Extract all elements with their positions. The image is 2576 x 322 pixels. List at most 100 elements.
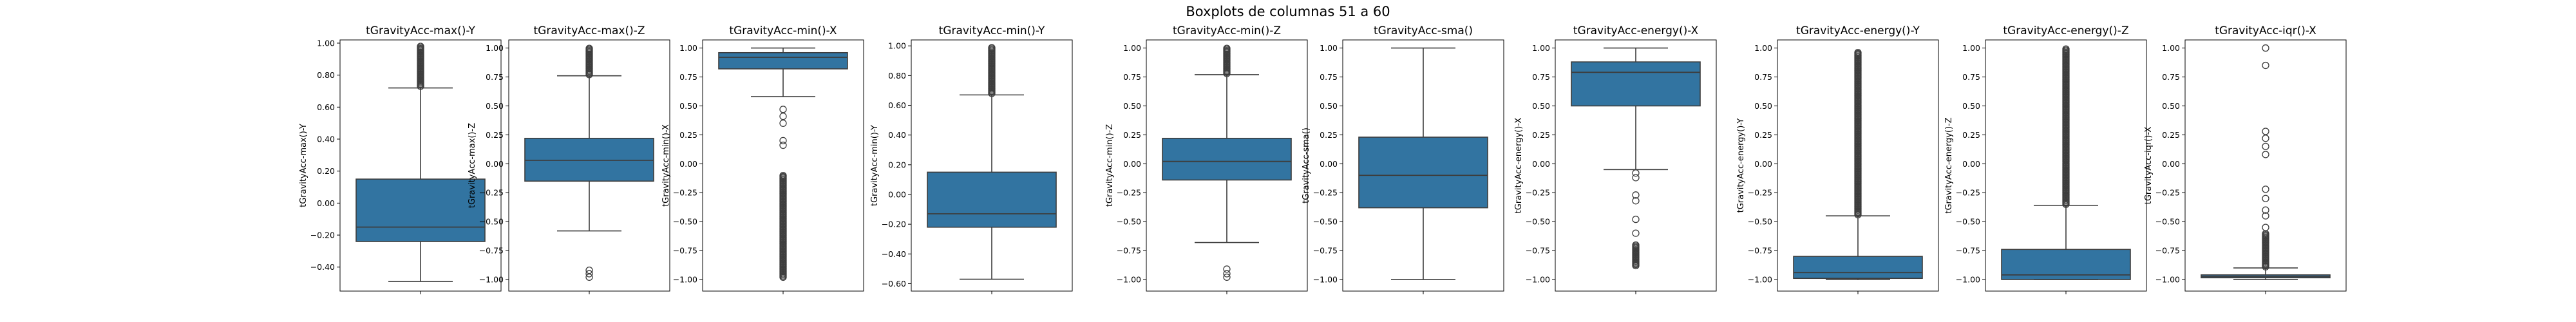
y-tick-label: 0.00 bbox=[1532, 159, 1550, 169]
outliers bbox=[585, 44, 593, 281]
outlier-point bbox=[2262, 194, 2269, 202]
outlier-point bbox=[1223, 273, 1231, 281]
y-tick-label: 0.00 bbox=[1962, 159, 1980, 169]
y-tick-label: 0.25 bbox=[2162, 130, 2180, 140]
figure-title: Boxplots de columnas 51 a 60 bbox=[1186, 4, 1390, 19]
outlier-point bbox=[1632, 191, 1640, 199]
outlier-point bbox=[779, 119, 787, 128]
outlier-point bbox=[417, 43, 424, 50]
y-tick-label: −0.25 bbox=[1117, 188, 1141, 198]
interquartile-box bbox=[1358, 137, 1488, 209]
y-tick-label: −1.00 bbox=[1956, 275, 1980, 285]
outlier-point bbox=[585, 44, 593, 52]
y-axis-label: tGravityAcc-min()-Y bbox=[870, 125, 880, 206]
y-axis-label: tGravityAcc-energy()-Z bbox=[1944, 117, 1954, 213]
y-tick-label: −1.00 bbox=[1526, 275, 1550, 285]
panel-title: tGravityAcc-max()-Y bbox=[366, 24, 475, 37]
y-tick-label: −0.25 bbox=[1526, 188, 1550, 198]
outliers bbox=[779, 106, 787, 281]
y-tick-label: −0.25 bbox=[1748, 188, 1772, 198]
boxplot-panel-5: tGravityAcc-min()-Z −1.00 −0.75 −0.50 −0.25 0… bbox=[1105, 24, 1308, 294]
y-tick-label: 0.50 bbox=[2162, 101, 2180, 111]
outlier-point bbox=[2262, 61, 2269, 70]
y-tick-label: 0.25 bbox=[1962, 130, 1980, 140]
boxplot-panel-9: tGravityAcc-energy()-Z −1.00 −0.75 −0.50 −0.… bbox=[1944, 24, 2147, 294]
y-tick-label: 0.60 bbox=[317, 102, 335, 112]
outlier-point bbox=[2262, 44, 2269, 52]
y-tick-label: 1.00 bbox=[1754, 43, 1772, 53]
y-tick-label: 1.00 bbox=[888, 41, 906, 51]
y-tick-label: 0.40 bbox=[888, 130, 906, 140]
boxplot-panel-8: tGravityAcc-energy()-Y −1.00 −0.75 −0.50 −0.… bbox=[1736, 24, 1939, 294]
y-tick-label: 1.00 bbox=[1320, 43, 1338, 53]
boxplot-panel-3: tGravityAcc-min()-X −1.00 −0.75 −0.50 −0.25 0… bbox=[661, 24, 864, 294]
outlier-point bbox=[1632, 197, 1640, 205]
y-tick-label: −0.25 bbox=[2155, 188, 2180, 198]
y-axis-label: tGravityAcc-energy()-Y bbox=[1736, 118, 1746, 213]
y-axis-ticks: −1.00 −0.75 −0.50 −0.25 0.00 0.25 0.50 0.75 1.00 bbox=[1117, 43, 1146, 285]
y-tick-label: −1.00 bbox=[1748, 275, 1772, 285]
y-tick-label: −0.75 bbox=[1956, 246, 1980, 256]
y-tick-label: −0.20 bbox=[310, 231, 335, 240]
outlier-point bbox=[2062, 45, 2070, 53]
outlier-point bbox=[779, 172, 787, 180]
outlier-point bbox=[1632, 229, 1640, 237]
y-tick-label: −1.00 bbox=[673, 275, 697, 285]
outlier-point bbox=[2262, 212, 2269, 220]
panel-title: tGravityAcc-max()-Z bbox=[534, 24, 645, 37]
boxplot-panel-10: tGravityAcc-iqr()-X −1.00 −0.75 −0.50 −0.25 0… bbox=[2144, 24, 2347, 294]
y-tick-label: −0.25 bbox=[1313, 188, 1338, 198]
y-tick-label: 0.50 bbox=[1123, 101, 1141, 111]
outliers bbox=[1632, 169, 1640, 270]
y-tick-label: 0.80 bbox=[317, 70, 335, 80]
y-tick-label: −0.75 bbox=[1748, 246, 1772, 256]
y-tick-label: 1.00 bbox=[1123, 43, 1141, 53]
y-tick-label: 0.60 bbox=[888, 100, 906, 110]
y-tick-label: 0.25 bbox=[1123, 130, 1141, 140]
y-tick-label: −1.00 bbox=[1313, 275, 1338, 285]
y-tick-label: −0.75 bbox=[1526, 246, 1550, 256]
outliers bbox=[2062, 45, 2070, 208]
outlier-point bbox=[585, 270, 593, 278]
y-tick-label: 0.00 bbox=[888, 190, 906, 200]
y-tick-label: −0.75 bbox=[2155, 246, 2180, 256]
boxplot-panel-1: tGravityAcc-max()-Y −0.40 −0.20 0.00 0.20 0.4… bbox=[299, 24, 502, 294]
outlier-point bbox=[779, 106, 787, 113]
panel-title: tGravityAcc-energy()-Z bbox=[2003, 24, 2128, 37]
y-tick-label: 0.75 bbox=[1123, 72, 1141, 82]
interquartile-box bbox=[1571, 61, 1701, 107]
y-tick-label: 0.00 bbox=[679, 159, 697, 169]
y-tick-label: 1.00 bbox=[2162, 43, 2180, 53]
y-tick-label: 0.40 bbox=[317, 135, 335, 144]
y-tick-label: 1.00 bbox=[486, 43, 504, 53]
outlier-point bbox=[2262, 206, 2269, 214]
y-tick-label: 0.50 bbox=[1320, 101, 1338, 111]
y-tick-label: 0.80 bbox=[888, 71, 906, 80]
panel-title: tGravityAcc-sma() bbox=[1374, 24, 1473, 37]
y-tick-label: 0.75 bbox=[1962, 72, 1980, 82]
y-tick-label: −0.50 bbox=[1117, 217, 1141, 227]
y-axis-ticks: −1.00 −0.75 −0.50 −0.25 0.00 0.25 0.50 0.75 1.00 bbox=[1313, 43, 1343, 285]
y-tick-label: 1.00 bbox=[1532, 43, 1550, 53]
y-tick-label: 0.50 bbox=[1532, 101, 1550, 111]
y-tick-label: −0.75 bbox=[673, 246, 697, 256]
y-tick-label: −0.50 bbox=[673, 217, 697, 227]
y-tick-label: −0.50 bbox=[2155, 217, 2180, 227]
outlier-point bbox=[1632, 169, 1640, 177]
y-tick-label: −0.75 bbox=[479, 246, 504, 256]
outlier-point bbox=[585, 273, 593, 281]
y-tick-label: −0.50 bbox=[479, 217, 504, 227]
y-tick-label: 0.75 bbox=[486, 72, 504, 82]
y-tick-label: 0.25 bbox=[679, 130, 697, 140]
y-tick-label: 0.00 bbox=[2162, 159, 2180, 169]
panel-title: tGravityAcc-min()-X bbox=[729, 24, 837, 37]
outlier-point bbox=[1854, 49, 1862, 57]
panel-title: tGravityAcc-min()-Y bbox=[939, 24, 1045, 37]
outlier-point bbox=[2262, 223, 2269, 231]
y-tick-label: 0.25 bbox=[486, 130, 504, 140]
y-axis-label: tGravityAcc-min()-Z bbox=[1105, 124, 1115, 207]
y-tick-label: 0.00 bbox=[1123, 159, 1141, 169]
y-tick-label: 0.00 bbox=[317, 198, 335, 208]
y-tick-label: −0.20 bbox=[882, 220, 906, 229]
outlier-point bbox=[2262, 128, 2269, 135]
